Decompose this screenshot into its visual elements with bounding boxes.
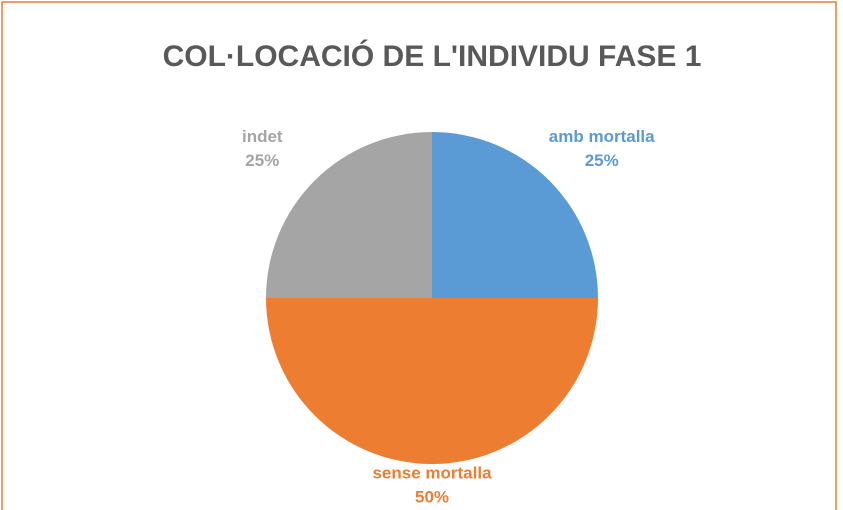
chart-title: COL·LOCACIÓ DE L'INDIVIDU FASE 1: [163, 39, 702, 73]
slice-value-label: 50%: [415, 487, 449, 506]
pie-slice: [266, 298, 598, 464]
pie-slice: [266, 132, 432, 298]
slice-value-label: 25%: [245, 151, 279, 170]
slice-label: indet: [242, 127, 283, 146]
slice-label: sense mortalla: [372, 463, 492, 482]
pie-slice: [432, 132, 598, 298]
slice-value-label: 25%: [585, 151, 619, 170]
slice-label: amb mortalla: [549, 127, 655, 146]
